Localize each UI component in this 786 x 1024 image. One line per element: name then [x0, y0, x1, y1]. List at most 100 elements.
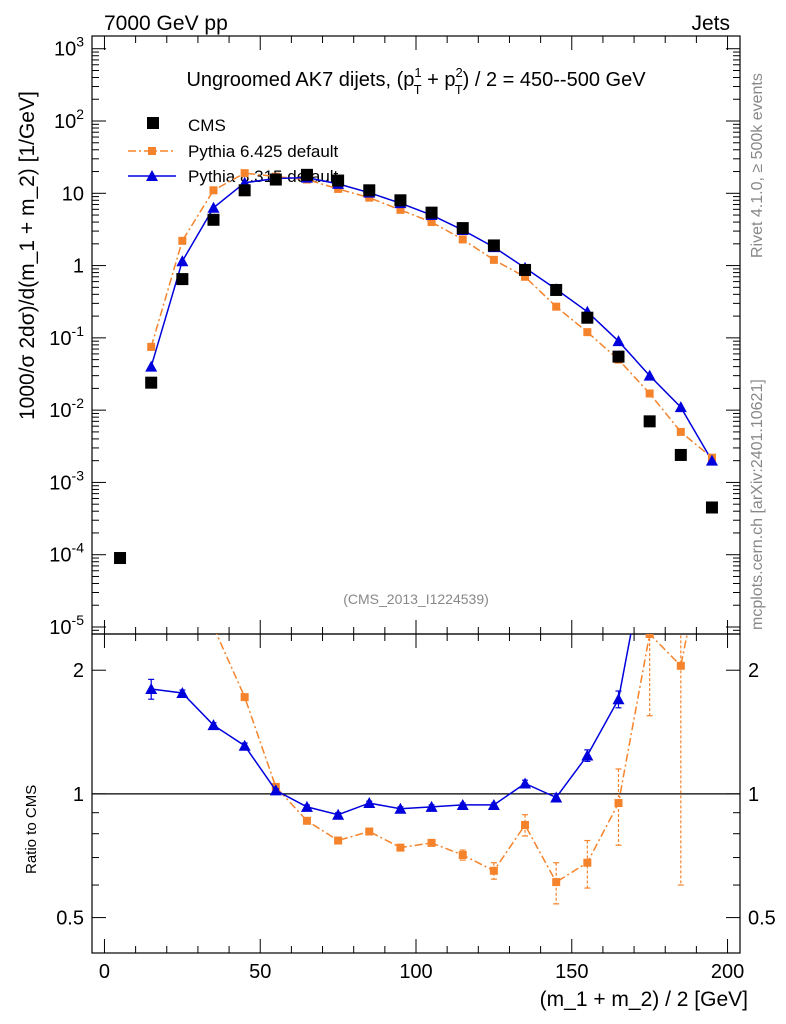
pythia8-ratio-point	[425, 800, 438, 812]
pythia6-point	[521, 272, 530, 281]
x-axis-ticks: 0 50 100 150 200	[99, 36, 744, 983]
cms-point	[425, 206, 438, 219]
pythia6-point	[427, 218, 436, 227]
pythia6-ratio-point	[365, 827, 374, 836]
pythia8-point	[612, 335, 625, 347]
ratio-y-tick-label: 2	[73, 660, 84, 682]
pythia8-ratio-point	[519, 777, 532, 789]
ratio-y-tick-label: 0.5	[56, 908, 84, 930]
ratio-axis-ticks: 0.5 0.5 1 1 2 2	[56, 660, 776, 929]
pythia8-ratio-point	[176, 687, 189, 699]
pythia6-point	[240, 169, 249, 178]
cms-point	[674, 448, 687, 461]
main-y-tick-label: 10-5	[49, 612, 84, 639]
cms-point	[487, 239, 500, 252]
pythia8-ratio-point	[394, 802, 407, 814]
pythia6-point	[178, 236, 187, 245]
pythia6-point	[147, 342, 156, 351]
legend-pythia6-marker	[148, 147, 156, 155]
cms-point	[269, 173, 282, 186]
main-y-tick-label: 10-1	[49, 323, 84, 350]
pythia6-point	[676, 427, 685, 436]
x-tick-label: 50	[249, 961, 271, 983]
main-axis-ticks: 10-5 10-4 10-3 10-2 10-1 1 10 102 103	[49, 34, 740, 639]
pythia6-ratio-point	[178, 572, 186, 580]
ratio-y-tick-label-right: 0.5	[748, 908, 776, 930]
main-series	[114, 168, 718, 565]
pythia6-ratio-point	[427, 838, 436, 847]
pythia8-point	[643, 369, 656, 381]
pythia6-ratio-point	[210, 623, 218, 631]
pythia6-point	[396, 205, 405, 214]
pythia6-ratio-point	[302, 816, 311, 825]
pythia8-point	[207, 201, 220, 213]
legend: CMS Pythia 6.425 default Pythia 8.315 de…	[128, 116, 339, 186]
cms-point	[238, 184, 251, 197]
pythia8-ratio-point	[363, 797, 376, 809]
pythia8-point	[705, 454, 718, 466]
legend-pythia8-marker	[146, 170, 158, 181]
pythia8-ratio-point	[644, 528, 656, 539]
pythia6-ratio-point	[676, 661, 685, 670]
pythia8-ratio-point	[145, 683, 158, 695]
pythia6-ratio-point	[583, 858, 592, 867]
main-y-tick-label: 10-3	[49, 467, 84, 494]
pythia6-ratio-point	[614, 799, 623, 808]
pythia8-ratio-point	[300, 800, 313, 812]
legend-pythia8-label: Pythia 8.315 default	[188, 167, 339, 186]
cms-point	[705, 501, 718, 514]
pythia8-ratio-point	[207, 719, 220, 731]
pythia6-ratio-point	[396, 843, 405, 852]
rivet-label: Rivet 4.1.0, ≥ 500k events	[749, 73, 766, 258]
legend-cms-marker	[147, 117, 159, 129]
pythia6-point	[552, 302, 561, 311]
cms-point	[581, 311, 594, 324]
cms-point	[394, 194, 407, 207]
pythia8-ratio-point	[675, 516, 687, 527]
x-tick-label: 100	[399, 961, 432, 983]
main-y-tick-label: 102	[54, 106, 84, 133]
cms-point	[300, 168, 313, 181]
pythia6-ratio-point	[458, 851, 467, 860]
cms-point	[114, 552, 127, 565]
pythia6-point	[334, 184, 343, 193]
pythia6-ratio-point	[147, 588, 155, 596]
cms-point	[145, 376, 158, 389]
ratio-y-axis-label: Ratio to CMS	[23, 785, 40, 874]
pythia6-ratio-point	[240, 693, 249, 702]
x-tick-label: 200	[711, 961, 744, 983]
cms-point	[519, 263, 532, 276]
cms-point	[456, 222, 469, 235]
pythia8-ratio-point	[332, 808, 345, 820]
pythia8-ratio-point	[581, 749, 594, 761]
cms-point	[363, 184, 376, 197]
pythia8-ratio-point	[238, 739, 251, 751]
chart-title: Ungroomed AK7 dijets, (p1 T + p2 T) / 2 = …	[186, 65, 646, 97]
pythia8-ratio-point	[612, 693, 625, 705]
x-tick-label: 0	[99, 961, 110, 983]
pythia6-ratio-point	[489, 866, 498, 875]
x-axis-label: (m_1 + m_2) / 2 [GeV]	[540, 988, 748, 1011]
pythia6-point	[209, 186, 218, 195]
pythia6-point	[489, 255, 498, 264]
category-label: Jets	[691, 12, 730, 35]
pythia8-point	[145, 360, 158, 372]
analysis-id-label: (CMS_2013_I1224539)	[343, 591, 489, 607]
cms-point	[643, 415, 656, 428]
pythia6-point	[458, 235, 467, 244]
mcplots-label: mcplots.cern.ch [arXiv:2401.10621]	[749, 379, 766, 630]
main-y-tick-label: 10-2	[49, 395, 84, 422]
cms-point	[207, 213, 220, 226]
pythia8-ratio-line	[151, 634, 632, 816]
pythia8-point	[674, 401, 687, 413]
pythia8-point	[176, 255, 189, 267]
pythia8-ratio-point	[550, 791, 563, 803]
cms-point	[176, 273, 189, 286]
pythia6-point	[645, 389, 654, 398]
energy-label: 7000 GeV pp	[104, 12, 228, 35]
ratio-y-tick-label: 1	[73, 784, 84, 806]
legend-pythia6-label: Pythia 6.425 default	[188, 142, 339, 161]
main-y-tick-label: 10	[62, 183, 84, 205]
x-tick-label: 150	[555, 961, 588, 983]
cms-point	[550, 283, 563, 296]
